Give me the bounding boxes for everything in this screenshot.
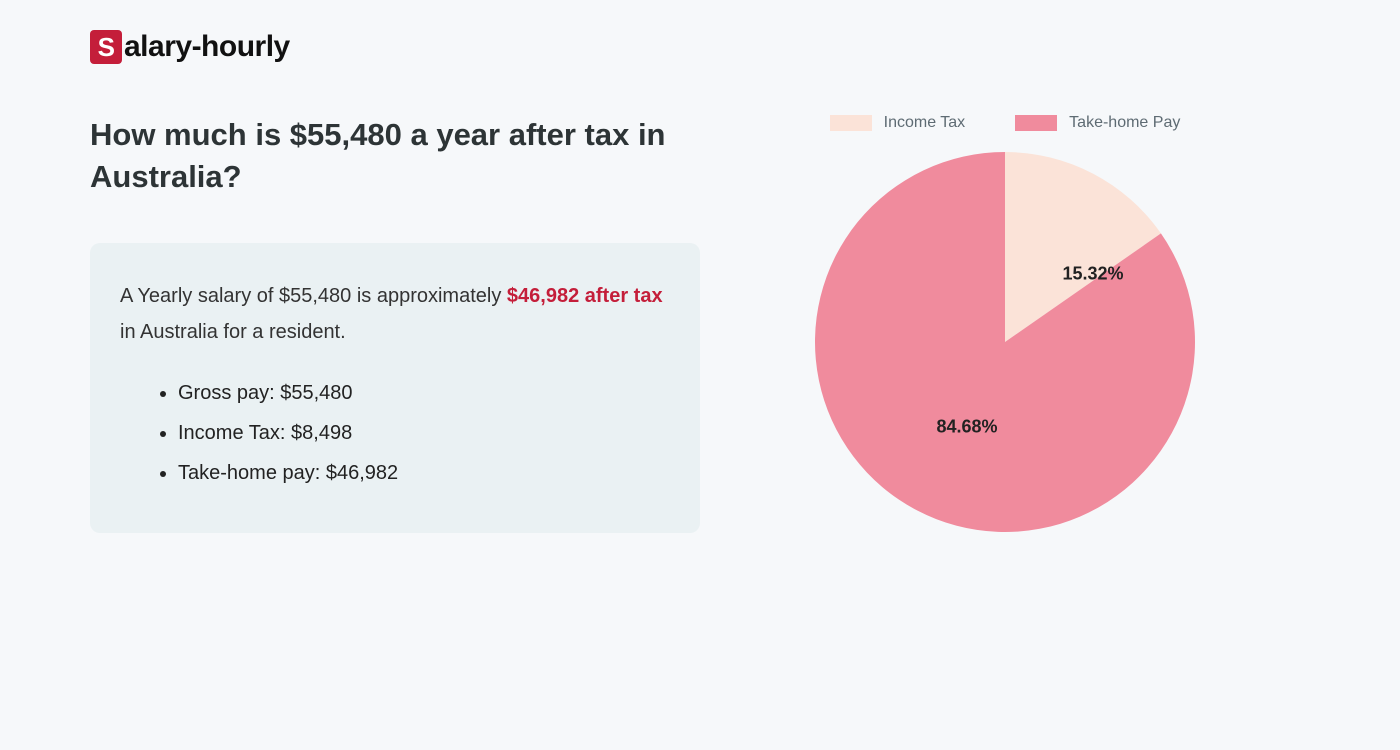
- summary-pre: A Yearly salary of $55,480 is approximat…: [120, 285, 507, 307]
- legend-label: Income Tax: [884, 114, 966, 132]
- chart-legend: Income Tax Take-home Pay: [830, 114, 1181, 132]
- pie-chart: 15.32% 84.68%: [815, 152, 1195, 532]
- legend-label: Take-home Pay: [1069, 114, 1180, 132]
- content-row: How much is $55,480 a year after tax in …: [90, 114, 1310, 720]
- legend-swatch: [1015, 115, 1057, 131]
- summary-box: A Yearly salary of $55,480 is approximat…: [90, 243, 700, 533]
- list-item: Take-home pay: $46,982: [178, 458, 670, 488]
- summary-text: A Yearly salary of $55,480 is approximat…: [120, 278, 670, 350]
- logo-badge: S: [90, 30, 122, 64]
- summary-post: in Australia for a resident.: [120, 321, 346, 343]
- left-column: How much is $55,480 a year after tax in …: [90, 114, 700, 720]
- summary-highlight: $46,982 after tax: [507, 285, 663, 307]
- pie-slice-label: 84.68%: [936, 417, 997, 438]
- pie-slice-label: 15.32%: [1062, 264, 1123, 285]
- page-container: Salary-hourly How much is $55,480 a year…: [0, 0, 1400, 750]
- right-column: Income Tax Take-home Pay 15.32% 84.68%: [700, 114, 1310, 720]
- summary-list: Gross pay: $55,480 Income Tax: $8,498 Ta…: [178, 378, 670, 488]
- page-title: How much is $55,480 a year after tax in …: [90, 114, 700, 198]
- legend-swatch: [830, 115, 872, 131]
- list-item: Income Tax: $8,498: [178, 418, 670, 448]
- list-item: Gross pay: $55,480: [178, 378, 670, 408]
- pie-svg: [815, 152, 1195, 532]
- legend-item-income-tax: Income Tax: [830, 114, 966, 132]
- legend-item-takehome: Take-home Pay: [1015, 114, 1180, 132]
- logo-text: alary-hourly: [124, 30, 290, 64]
- site-logo: Salary-hourly: [90, 30, 1310, 64]
